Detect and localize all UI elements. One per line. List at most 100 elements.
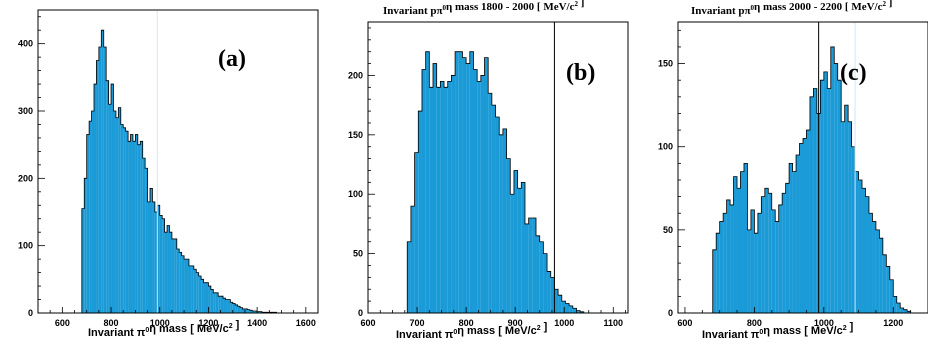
histogram-bar [879, 238, 883, 313]
histogram-bar [257, 311, 260, 313]
histogram-bar [147, 201, 150, 313]
histogram-bar [81, 208, 85, 313]
histogram-bar [188, 265, 192, 313]
histogram-bar [809, 96, 814, 313]
histogram-bar [754, 233, 758, 313]
y-tick-label: 100 [348, 189, 363, 199]
histogram-bar [517, 188, 522, 313]
histogram-bar [198, 275, 202, 313]
histogram-bar [480, 75, 485, 314]
histogram-bar [896, 303, 901, 313]
histogram-bar [547, 271, 551, 313]
histogram-bar [757, 213, 762, 313]
histogram-bar [743, 163, 748, 313]
histogram-bar [451, 75, 456, 314]
histogram-bar [572, 308, 577, 313]
panel-tag: (c) [840, 60, 867, 86]
histogram-bar [761, 196, 765, 313]
histogram-bar [524, 223, 529, 313]
histogram-bar [201, 279, 204, 313]
histogram-bar [580, 311, 584, 313]
histogram-bar [169, 232, 172, 313]
x-tick-label: 1600 [296, 318, 316, 328]
histogram-bar [247, 309, 250, 313]
histogram-bar [768, 193, 772, 313]
histogram-outline [81, 29, 306, 314]
histogram-bar [740, 171, 744, 313]
histogram-bar [764, 188, 769, 313]
histogram-bar [191, 265, 194, 313]
x-tick-label: 1200 [883, 318, 903, 328]
histogram-bar [249, 310, 253, 313]
histogram-bar [799, 143, 803, 313]
x-tick-label: 800 [459, 318, 474, 328]
histogram-bar [510, 194, 514, 313]
histogram-bar [796, 155, 800, 313]
histogram-bar [164, 232, 168, 313]
histogram-bar [889, 279, 894, 313]
histogram-bar [747, 229, 751, 313]
histogram-bar [484, 57, 489, 313]
histogram-bar [813, 88, 817, 313]
plot-frame [367, 21, 629, 314]
y-tick-label: 0 [358, 308, 363, 318]
chart-title: Invariant pπ0η mass 2000 - 2200 [ MeV/c2… [691, 0, 892, 17]
x-tick-label: 1100 [604, 318, 624, 328]
histogram-bar [223, 298, 226, 313]
histogram-bar [157, 205, 160, 313]
histogram-bar [118, 107, 121, 313]
histogram-bar [893, 296, 897, 313]
histogram-bar [101, 30, 104, 313]
histogram-bar [108, 104, 112, 314]
histogram-bar [900, 308, 904, 313]
histogram-bar [733, 176, 738, 313]
x-axis-label: Invariant π0η mass [ MeV/c2 ] [88, 319, 240, 339]
y-tick-label: 100 [18, 241, 33, 251]
histogram-bar [137, 144, 141, 313]
histogram-bar [186, 259, 189, 313]
histogram-bar [184, 259, 187, 313]
histogram-bar [855, 171, 859, 313]
histogram-bar [113, 111, 116, 313]
histogram-bar [225, 299, 228, 313]
histogram-bar [145, 168, 148, 313]
histogram-bar [872, 221, 876, 313]
histogram-bar [803, 138, 807, 313]
histogram-bar [444, 87, 448, 313]
histogram-bar [120, 124, 124, 313]
histogram-bar [576, 310, 581, 313]
x-tick-label: 800 [104, 318, 119, 328]
y-tick-label: 400 [18, 39, 33, 49]
histogram-bar [203, 282, 206, 313]
histogram-bar [882, 254, 887, 313]
histogram-bar [865, 196, 869, 313]
histogram-bar [210, 289, 214, 313]
x-tick-label: 600 [677, 318, 692, 328]
histogram-bar [447, 81, 452, 313]
histogram-bar [750, 209, 755, 313]
histogram-bar [152, 201, 155, 313]
histogram-bar [539, 241, 544, 313]
histogram-bar [875, 229, 880, 313]
histogram-bar [154, 212, 158, 313]
histogram-bar [220, 296, 224, 313]
y-tick-label: 0 [28, 308, 33, 318]
histogram-bar [89, 121, 92, 313]
histogram-bar [142, 158, 146, 313]
panel-b: 600 700 800 900 1000 1100 0 50 100 150 200 (b) Invar… [348, 0, 629, 341]
histogram-bar [820, 80, 824, 313]
histogram-bar [140, 141, 143, 313]
histogram-bar [171, 238, 175, 313]
histogram-bar [240, 307, 243, 313]
histogram-bar [806, 130, 810, 313]
x-axis-label: Invariant π0η mass [ MeV/c2 ] [702, 321, 854, 341]
histogram-bar [528, 217, 533, 313]
histogram-bar [851, 146, 856, 313]
histogram-bar [712, 249, 717, 313]
histogram-bar [499, 134, 503, 313]
histogram-bar [466, 63, 470, 314]
histogram-bar [111, 84, 114, 313]
histogram-bar [488, 93, 492, 313]
histogram-bar [232, 303, 236, 313]
